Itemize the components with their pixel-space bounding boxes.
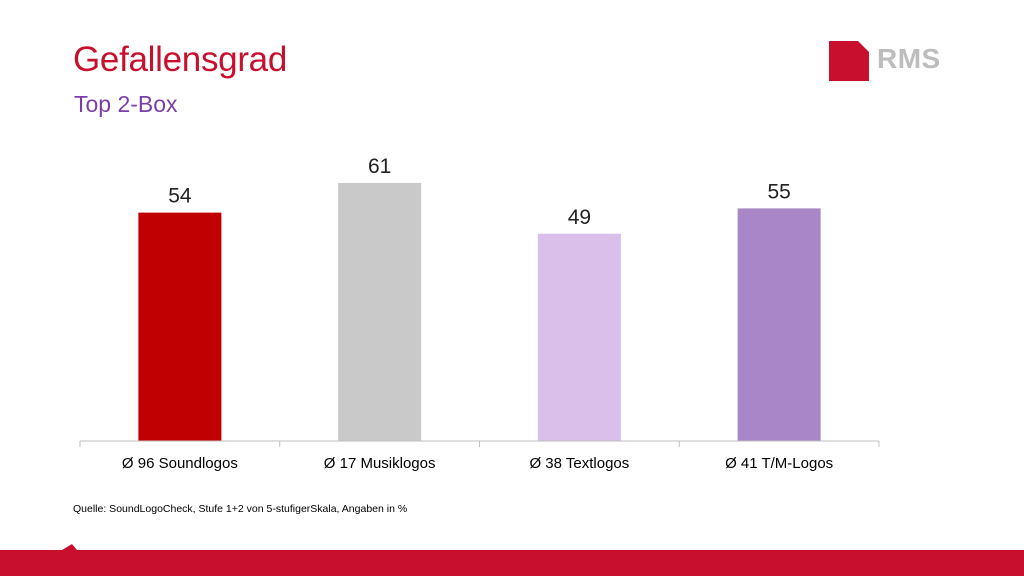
source-note: Quelle: SoundLogoCheck, Stufe 1+2 von 5-…	[73, 503, 408, 515]
rms-logo: RMS	[829, 41, 959, 83]
data-label: 55	[767, 180, 790, 203]
rms-logo-mark-icon	[829, 41, 869, 81]
category-label: Ø 96 Soundlogos	[122, 455, 238, 472]
bar	[338, 183, 422, 441]
category-label: Ø 38 Textlogos	[529, 455, 629, 472]
bar	[737, 208, 821, 441]
data-label: 54	[168, 185, 192, 208]
bar-chart: 54 Ø 96 Soundlogos 61 Ø 17 Musiklogos 49 Ø 38…	[79, 155, 880, 472]
category-label: Ø 41 T/M-Logos	[725, 455, 833, 472]
bar	[138, 212, 222, 441]
footer-bar	[0, 544, 1024, 576]
page-subtitle: Top 2-Box	[74, 91, 178, 117]
category-label: Ø 17 Musiklogos	[324, 455, 436, 472]
data-label: 61	[368, 155, 391, 178]
rms-logo-text: RMS	[877, 43, 941, 74]
data-label: 49	[568, 206, 591, 229]
bar	[537, 233, 621, 441]
page-title: Gefallensgrad	[73, 40, 288, 79]
